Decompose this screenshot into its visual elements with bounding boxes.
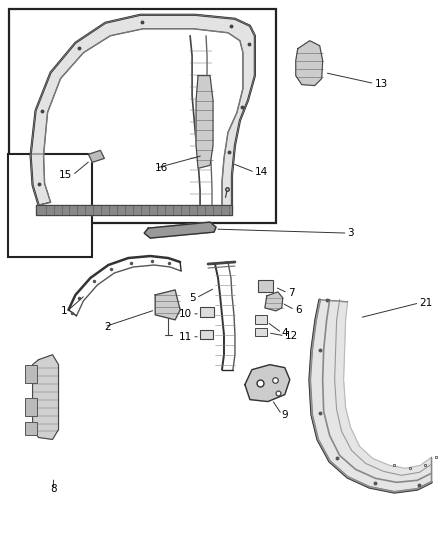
Text: 3: 3 [348, 228, 354, 238]
Text: 4: 4 [282, 328, 289, 338]
Text: 1: 1 [61, 306, 67, 316]
Text: 9: 9 [282, 409, 289, 419]
Polygon shape [32, 355, 59, 439]
Polygon shape [31, 15, 255, 210]
Bar [200, 307, 214, 317]
Text: 10: 10 [179, 309, 192, 319]
Polygon shape [296, 41, 323, 86]
Bar [255, 315, 267, 324]
Text: 7: 7 [288, 288, 294, 298]
Polygon shape [88, 150, 104, 163]
Bar [25, 365, 37, 383]
Polygon shape [155, 290, 180, 320]
Bar [258, 280, 273, 292]
Polygon shape [144, 222, 216, 238]
Text: 15: 15 [59, 170, 72, 180]
Bar [25, 422, 37, 435]
Text: 2: 2 [104, 322, 111, 332]
Bar [200, 330, 213, 339]
Text: 16: 16 [155, 163, 169, 173]
Text: 6: 6 [295, 305, 301, 315]
Bar [255, 328, 267, 336]
Bar [25, 398, 37, 416]
Polygon shape [245, 365, 290, 401]
Text: 13: 13 [374, 78, 388, 88]
Text: 11: 11 [179, 332, 192, 342]
Bar [9, 9, 276, 223]
Text: 8: 8 [50, 484, 57, 494]
Polygon shape [196, 76, 213, 168]
Text: 12: 12 [285, 331, 298, 341]
Polygon shape [310, 300, 431, 492]
Text: 21: 21 [419, 298, 433, 308]
Text: 5: 5 [190, 293, 196, 303]
Polygon shape [265, 292, 283, 311]
Bar [8, 155, 92, 257]
Polygon shape [35, 205, 232, 215]
Text: 14: 14 [255, 167, 268, 177]
